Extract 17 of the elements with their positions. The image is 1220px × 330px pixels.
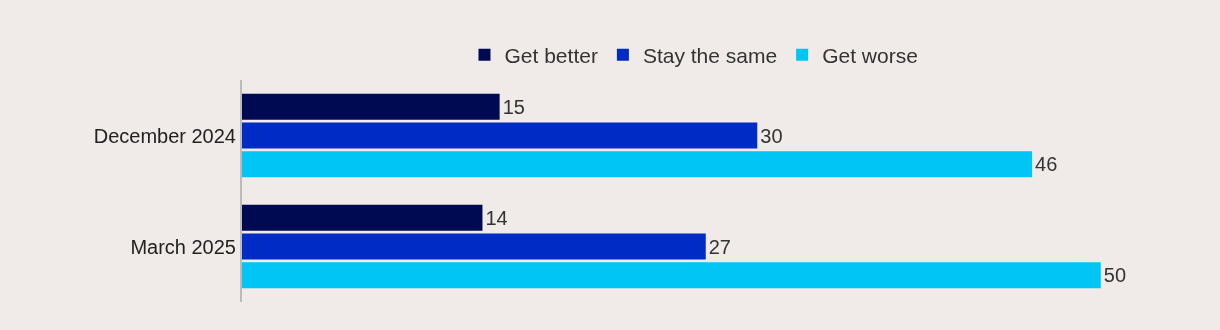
bar [242, 233, 706, 260]
data-label: 46 [1035, 153, 1058, 176]
bar [242, 93, 500, 120]
legend-label: Stay the same [642, 43, 778, 67]
bar [242, 151, 1033, 178]
data-label: 30 [760, 124, 783, 147]
data-label: 15 [502, 95, 525, 118]
legend-label: Get worse [822, 43, 918, 67]
data-label: 50 [1103, 264, 1127, 287]
legend-label: Get better [504, 43, 598, 67]
y-tick-label: December 2024 [93, 124, 236, 147]
bar [242, 262, 1101, 289]
y-tick-label: March 2025 [130, 235, 236, 258]
data-label: 27 [708, 235, 731, 258]
bar [242, 122, 758, 149]
bar [242, 204, 483, 231]
data-label: 14 [485, 206, 508, 229]
